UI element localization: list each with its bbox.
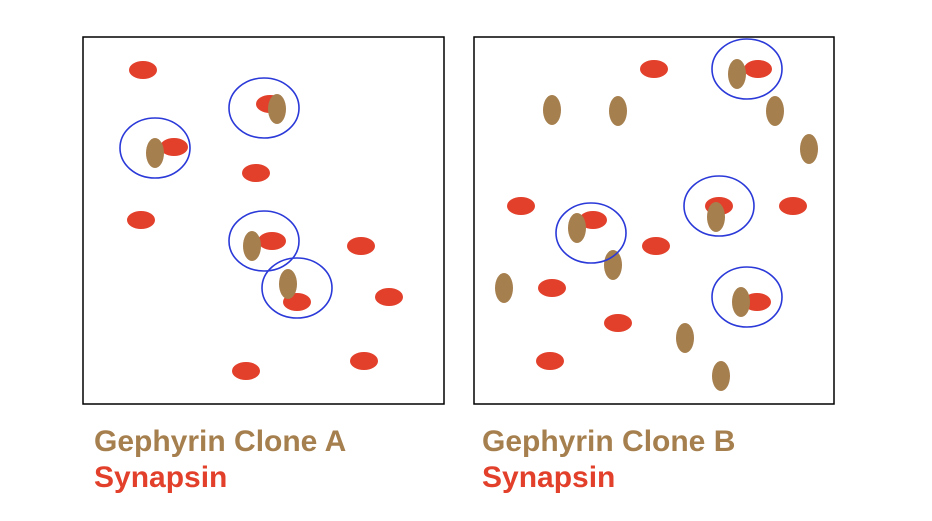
gephyrin-dot — [604, 250, 622, 280]
colocalization-circle — [228, 77, 300, 139]
colocalization-circle — [261, 257, 333, 319]
synapsin-dot — [258, 232, 286, 250]
synapsin-dot — [604, 314, 632, 332]
synapsin-dot — [350, 352, 378, 370]
gephyrin-dot — [495, 273, 513, 303]
gephyrin-dot — [609, 96, 627, 126]
legend-clone-b: Gephyrin Clone B Synapsin — [482, 424, 735, 496]
panel-clone-b — [473, 36, 835, 405]
legend-synapsin-label: Synapsin — [94, 461, 228, 494]
gephyrin-dot — [800, 134, 818, 164]
synapsin-dot — [538, 279, 566, 297]
synapsin-dot — [744, 60, 772, 78]
synapsin-dot — [232, 362, 260, 380]
gephyrin-dot — [707, 202, 725, 232]
legend-gephyrin-label: Gephyrin Clone A — [94, 425, 347, 458]
gephyrin-dot — [676, 323, 694, 353]
synapsin-dot — [743, 293, 771, 311]
colocalization-circle — [119, 117, 191, 179]
synapsin-dot — [375, 288, 403, 306]
synapsin-dot — [160, 138, 188, 156]
synapsin-dot — [640, 60, 668, 78]
gephyrin-dot — [279, 269, 297, 299]
synapsin-dot — [507, 197, 535, 215]
colocalization-circle — [711, 38, 783, 100]
gephyrin-dot — [243, 231, 261, 261]
gephyrin-dot — [543, 95, 561, 125]
synapsin-dot — [242, 164, 270, 182]
synapsin-dot — [536, 352, 564, 370]
panel-frame — [473, 36, 835, 405]
synapsin-dot — [579, 211, 607, 229]
panel-clone-a — [82, 36, 445, 405]
colocalization-circle — [228, 210, 300, 272]
gephyrin-dot — [712, 361, 730, 391]
gephyrin-dot — [268, 94, 286, 124]
synapsin-dot — [127, 211, 155, 229]
synapsin-dot — [347, 237, 375, 255]
gephyrin-dot — [568, 213, 586, 243]
colocalization-circle — [711, 266, 783, 328]
synapsin-dot — [642, 237, 670, 255]
synapsin-dot — [779, 197, 807, 215]
gephyrin-dot — [728, 59, 746, 89]
legend-gephyrin-label: Gephyrin Clone B — [482, 425, 736, 458]
synapsin-dot — [129, 61, 157, 79]
gephyrin-dot — [146, 138, 164, 168]
gephyrin-dot — [766, 96, 784, 126]
gephyrin-dot — [732, 287, 750, 317]
legend-synapsin-label: Synapsin — [482, 461, 616, 494]
colocalization-circle — [555, 202, 627, 264]
colocalization-circle — [683, 175, 755, 237]
legend-clone-a: Gephyrin Clone A Synapsin — [94, 424, 346, 496]
